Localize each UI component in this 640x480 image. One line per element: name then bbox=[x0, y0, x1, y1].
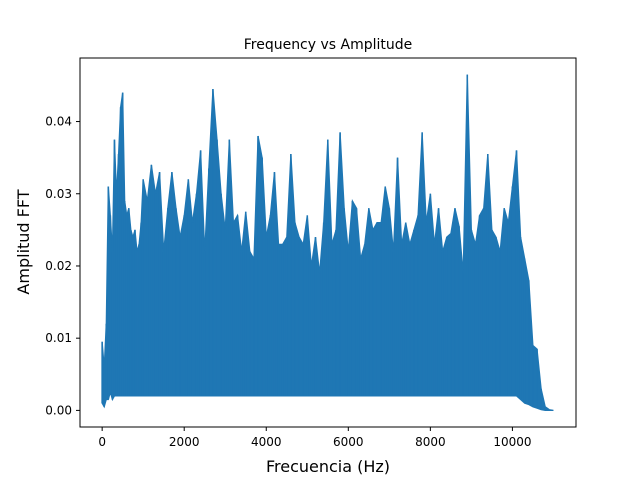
y-tick-label: 0.01 bbox=[45, 331, 72, 345]
x-axis-ticks: 0 2000 4000 6000 8000 10000 bbox=[98, 427, 532, 449]
y-tick-label: 0.03 bbox=[45, 187, 72, 201]
series-layer bbox=[101, 74, 554, 411]
y-tick-label: 0.02 bbox=[45, 259, 72, 273]
x-tick-label: 10000 bbox=[493, 435, 531, 449]
axes-frame bbox=[79, 57, 577, 428]
x-tick-label: 0 bbox=[98, 435, 106, 449]
x-tick-label: 4000 bbox=[251, 435, 282, 449]
y-tick-label: 0.00 bbox=[45, 403, 72, 417]
chart-title: Frequency vs Amplitude bbox=[244, 37, 413, 53]
x-tick-label: 2000 bbox=[169, 435, 200, 449]
x-tick-label: 8000 bbox=[415, 435, 446, 449]
y-tick-label: 0.04 bbox=[45, 115, 72, 129]
y-axis-ticks: 0.00 0.01 0.02 0.03 0.04 bbox=[45, 115, 80, 417]
x-tick-label: 6000 bbox=[333, 435, 364, 449]
x-axis-label: Frecuencia (Hz) bbox=[266, 457, 390, 476]
y-axis-label: Amplitud FFT bbox=[14, 189, 33, 294]
